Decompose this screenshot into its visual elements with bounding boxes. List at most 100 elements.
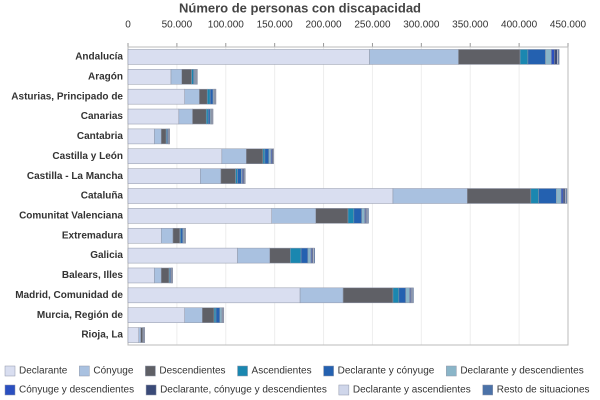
bar-segment xyxy=(219,307,223,323)
category-label: Canarias xyxy=(81,111,124,122)
bar-segment xyxy=(353,208,362,224)
bar-segment xyxy=(554,49,558,65)
category-label: Castilla - La Mancha xyxy=(27,171,124,182)
bar-segment xyxy=(207,108,211,125)
legend-item: Declarante y ascendientes xyxy=(338,384,471,396)
bar-segment xyxy=(206,88,211,105)
legend-swatch xyxy=(4,365,16,377)
x-tick-label: 400.000 xyxy=(501,20,538,31)
category-label: Aragón xyxy=(88,71,123,82)
bar-segment xyxy=(138,327,141,343)
legend-item: Declarante xyxy=(4,365,68,377)
bar-segment xyxy=(271,208,316,224)
category-label: Galicia xyxy=(90,250,123,261)
bar-segment xyxy=(562,188,566,204)
category-label: Andalucía xyxy=(75,52,123,63)
legend-label: Resto de situaciones xyxy=(497,385,590,396)
bar-segment xyxy=(369,49,459,65)
legend-item: Declarante y descendientes xyxy=(446,365,584,377)
bar-segment xyxy=(268,148,272,165)
category-label: Madrid, Comunidad de xyxy=(15,290,123,301)
category-label: Extremadura xyxy=(62,230,124,241)
bar-segment xyxy=(184,88,200,105)
bar-segment xyxy=(237,168,242,184)
legend-label: Declarante y ascendientes xyxy=(353,385,471,396)
bar-segment xyxy=(191,69,194,85)
category-label: Asturias, Principado de xyxy=(11,91,123,102)
bar-segment xyxy=(127,128,155,145)
x-tick-label: 0 xyxy=(125,20,131,31)
bar-segment xyxy=(127,69,172,85)
legend-label: Declarante xyxy=(19,366,68,377)
bar-segment xyxy=(172,227,181,244)
bar-segment xyxy=(181,69,192,85)
bar-segment xyxy=(313,247,316,264)
bar-segment xyxy=(127,267,155,284)
legend-swatch xyxy=(237,365,248,377)
bar-segment xyxy=(154,128,162,145)
legend-swatch xyxy=(338,384,350,396)
bar-segment xyxy=(127,287,301,304)
legend-item: Cónyuge xyxy=(79,365,134,377)
x-tick-label: 450.000 xyxy=(550,20,587,31)
bar-segment xyxy=(300,247,309,264)
x-tick-label: 200.000 xyxy=(305,20,342,31)
bar-segment xyxy=(405,287,410,304)
bar-segment xyxy=(154,267,162,284)
bar-segment xyxy=(127,49,370,65)
bar-segment xyxy=(347,208,355,224)
bar-segment xyxy=(538,188,557,204)
bar-segment xyxy=(202,307,215,323)
legend-label: Ascendientes xyxy=(252,366,312,377)
legend-swatch xyxy=(145,365,156,377)
legend-item: Declarante y cónyuge xyxy=(323,366,435,377)
bar-segment xyxy=(315,208,349,224)
x-tick-label: 150.000 xyxy=(257,20,294,31)
bar-segment xyxy=(127,148,223,165)
legend-swatch xyxy=(79,365,90,377)
category-label: Comunitat Valenciana xyxy=(19,211,123,222)
bar-segment xyxy=(556,188,562,204)
legend-item: Resto de situaciones xyxy=(482,384,590,396)
x-tick-label: 50.000 xyxy=(162,20,193,31)
bar-segment xyxy=(160,267,170,284)
bar-segment xyxy=(307,247,312,264)
legend-label: Declarante, cónyuge y descendientes xyxy=(160,385,327,396)
bar-segment xyxy=(342,287,394,304)
bar-segment xyxy=(246,148,264,165)
category-label: Castilla y León xyxy=(52,151,123,162)
category-label: Murcia, Región de xyxy=(37,310,124,321)
bar-segment xyxy=(530,188,539,204)
bar-segment xyxy=(269,247,291,264)
bar-segment xyxy=(200,168,222,184)
legend-swatch xyxy=(4,384,16,396)
bar-segment xyxy=(467,188,532,204)
bar-segment xyxy=(127,168,201,184)
bar-segment xyxy=(213,307,217,323)
legend-item: Cónyuge y descendientes xyxy=(4,384,134,396)
bar-segment xyxy=(127,327,140,343)
bar-segment xyxy=(392,287,400,304)
bar-segment xyxy=(398,287,406,304)
bar-segment xyxy=(412,287,414,304)
x-tick-label: 300.000 xyxy=(403,20,440,31)
legend-swatch xyxy=(446,365,457,377)
bar-segment xyxy=(221,148,247,165)
bar-segment xyxy=(565,188,568,204)
x-tick-label: 250.000 xyxy=(354,20,391,31)
bar-segment xyxy=(290,247,302,264)
legend-label: Declarante y descendientes xyxy=(460,366,583,377)
bar-segment xyxy=(180,227,184,244)
legend-label: Declarante y cónyuge xyxy=(338,366,435,377)
bar-segment xyxy=(560,188,564,204)
bar-segment xyxy=(215,307,221,323)
legend-swatch xyxy=(482,384,493,396)
bar-segment xyxy=(127,88,185,105)
x-tick-label: 100.000 xyxy=(208,20,245,31)
bar-segment xyxy=(527,49,546,65)
bar-segment xyxy=(127,227,162,244)
bar-segment xyxy=(264,148,270,165)
legend-label: Descendientes xyxy=(159,366,225,377)
bar-segment xyxy=(170,69,183,85)
